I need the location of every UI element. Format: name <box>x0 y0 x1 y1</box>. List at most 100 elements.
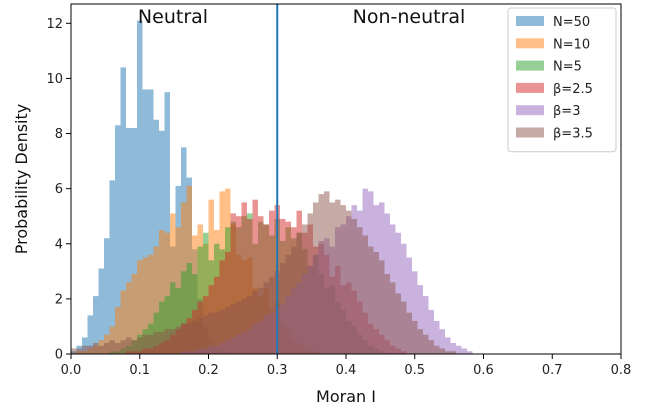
bar <box>291 246 297 354</box>
bar <box>225 252 231 354</box>
bar <box>115 307 121 354</box>
bar <box>247 296 253 354</box>
legend-swatch <box>516 38 544 49</box>
bar <box>120 67 126 354</box>
y-tick-label: 4 <box>55 237 63 252</box>
bar <box>153 119 159 354</box>
bar <box>230 213 236 354</box>
x-tick-label: 0.1 <box>129 363 150 378</box>
bar <box>269 276 275 354</box>
bar <box>412 271 418 354</box>
bar <box>258 216 264 354</box>
bar <box>159 229 165 354</box>
bar <box>98 268 104 354</box>
x-tick-label: 0.2 <box>198 363 219 378</box>
bar <box>450 342 456 354</box>
bar <box>175 326 181 354</box>
bar <box>450 351 456 354</box>
bar <box>252 290 258 354</box>
bar <box>318 194 324 354</box>
x-tick-label: 0.5 <box>404 363 425 378</box>
bar <box>357 227 363 354</box>
bar <box>137 20 143 354</box>
bar <box>159 301 165 354</box>
bar <box>131 340 137 354</box>
bar <box>263 282 269 354</box>
legend-label: N=10 <box>553 37 590 52</box>
non-neutral-region-label: Non-neutral <box>353 6 466 28</box>
bar <box>137 337 143 354</box>
bar <box>104 342 110 354</box>
bar <box>395 293 401 354</box>
bar <box>362 235 368 354</box>
bar <box>87 315 93 354</box>
bar <box>329 202 335 354</box>
bar <box>148 334 154 354</box>
bar <box>406 312 412 354</box>
bar <box>153 331 159 354</box>
bar <box>197 318 203 354</box>
bar <box>373 252 379 354</box>
bar <box>368 246 374 354</box>
bar <box>461 348 467 354</box>
bar <box>197 246 203 354</box>
x-tick-label: 0.3 <box>267 363 288 378</box>
bar <box>71 348 77 354</box>
bar <box>87 345 93 354</box>
bar <box>203 232 209 354</box>
bar <box>170 282 176 354</box>
series-5-bars <box>71 191 456 354</box>
bar <box>225 307 231 354</box>
bar <box>445 351 451 354</box>
bar <box>126 337 132 354</box>
bar <box>214 312 220 354</box>
bar <box>439 329 445 354</box>
bar <box>82 345 88 354</box>
legend-swatch <box>516 82 544 93</box>
bar <box>406 257 412 354</box>
bar <box>236 301 242 354</box>
bar <box>181 271 187 354</box>
bar <box>181 323 187 354</box>
legend: N=50 N=10 N=5 β=2.5 β=3 β=3.5 <box>507 7 617 153</box>
bar <box>390 282 396 354</box>
bar <box>131 274 137 354</box>
bar <box>203 315 209 354</box>
bar <box>142 89 148 355</box>
legend-label: β=2.5 <box>553 82 593 97</box>
bar <box>241 298 247 354</box>
bar <box>126 128 132 354</box>
bar <box>412 320 418 354</box>
bar <box>148 254 154 354</box>
x-tick-label: 0.8 <box>611 363 632 378</box>
legend-swatch <box>516 60 544 71</box>
bar <box>109 340 115 354</box>
bar <box>186 323 192 354</box>
bar <box>340 205 346 354</box>
y-axis-label: Probability Density <box>12 104 31 255</box>
bar <box>423 296 429 354</box>
bar <box>401 243 407 354</box>
bar <box>434 320 440 354</box>
x-tick-label: 0.4 <box>336 363 357 378</box>
bar <box>467 351 473 354</box>
bar <box>192 320 198 354</box>
bar <box>346 210 352 354</box>
bar <box>115 125 121 354</box>
legend-swatch <box>516 127 544 138</box>
y-tick-label: 8 <box>55 127 63 142</box>
bar <box>252 199 258 354</box>
legend-label: β=3.5 <box>553 127 593 142</box>
x-axis-ticks: 0.0 0.1 0.2 0.3 0.4 0.5 0.6 0.7 0.8 <box>61 354 632 378</box>
bar <box>115 342 121 354</box>
bar <box>219 260 225 354</box>
bar <box>434 345 440 354</box>
bar <box>219 309 225 354</box>
bar <box>208 312 214 354</box>
bar <box>164 92 170 354</box>
y-tick-label: 12 <box>46 17 63 32</box>
bar <box>126 282 132 354</box>
y-tick-label: 10 <box>46 72 63 87</box>
bar <box>258 287 264 354</box>
